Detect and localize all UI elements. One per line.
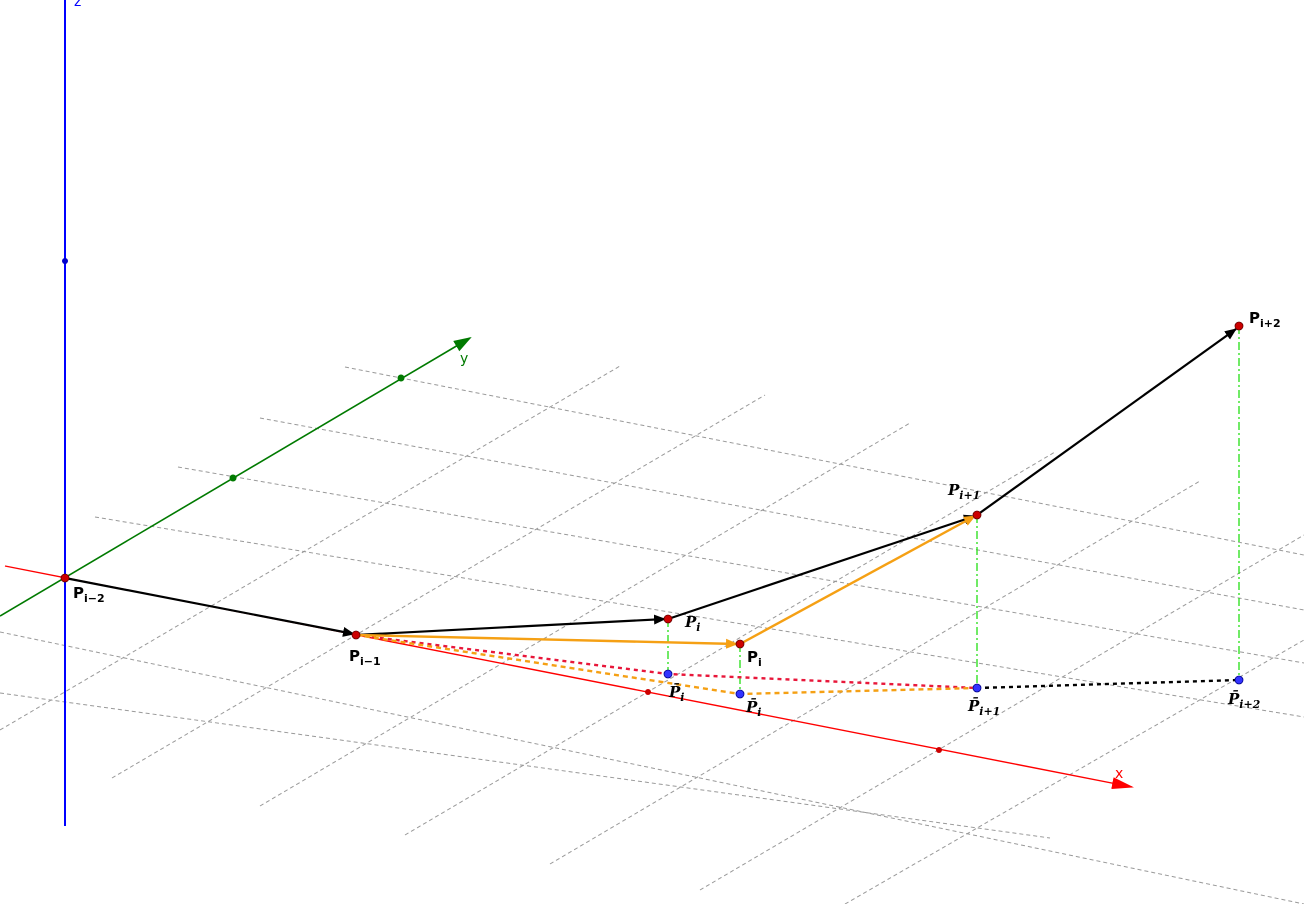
grid-line	[259, 422, 911, 807]
grid-line	[344, 366, 1304, 556]
point-p-ip1	[972, 510, 982, 520]
grid-line	[259, 417, 1304, 611]
label-p-i-new: Pi	[747, 648, 762, 669]
grid-line	[177, 466, 1304, 664]
x-axis-tick	[645, 689, 651, 695]
black-dotted-path	[976, 678, 1240, 690]
projected-paths	[355, 633, 1240, 696]
label-p-ip2: Pi+2	[1249, 309, 1281, 330]
grid-line	[549, 480, 1201, 865]
vector-pi-old-pip1	[667, 514, 976, 621]
point-pbar-i-new	[735, 689, 745, 699]
label-p-i-old: Pi	[684, 613, 700, 634]
point-p-im2	[60, 573, 70, 583]
y-axis-tick	[229, 474, 237, 482]
point-p-i-old	[663, 614, 673, 624]
label-pbar-ip2: P̄i+2	[1227, 689, 1261, 711]
y-axis-tick	[397, 374, 405, 382]
axes: z y x	[0, 0, 1134, 826]
grid-line	[844, 639, 1304, 904]
label-p-im1: Pi−1	[349, 647, 381, 668]
grid	[0, 365, 1304, 904]
label-pbar-i-old: P̄i	[668, 682, 684, 704]
x-axis-label: x	[1115, 766, 1123, 782]
z-axis-label: z	[74, 0, 81, 10]
point-pbar-i-old	[663, 669, 673, 679]
vector-pip1-pip2	[976, 328, 1237, 516]
point-pbar-ip1	[972, 683, 982, 693]
vector-pi-new-pip1	[739, 514, 976, 646]
vector-pim1-pi-new	[355, 633, 738, 649]
x-axis-tick	[936, 747, 942, 753]
vector-pim2-pim1	[64, 576, 355, 637]
point-p-im1	[351, 630, 361, 640]
vectors	[64, 328, 1237, 649]
z-axis-tick	[62, 258, 68, 264]
point-pbar-ip2	[1234, 675, 1244, 685]
grid-line	[0, 692, 1051, 839]
grid-line	[111, 394, 766, 779]
projection-lines	[667, 326, 1240, 694]
grid-line	[0, 631, 1304, 904]
grid-line	[699, 534, 1304, 891]
label-pbar-i-new: P̄i	[745, 697, 761, 719]
label-p-im2: Pi−2	[73, 584, 105, 605]
y-axis-label: y	[460, 351, 468, 367]
points	[60, 321, 1244, 699]
point-p-ip2	[1234, 321, 1244, 331]
grid-line	[94, 516, 1304, 718]
orange-dotted-path	[355, 633, 978, 696]
label-pbar-ip1: P̄i+1	[967, 696, 1000, 718]
label-p-ip1: Pi+1	[947, 481, 980, 502]
point-labels: Pi−2 Pi−1 Pi Pi Pi+1 Pi+2 P̄i P̄i P̄i+1 …	[73, 309, 1281, 719]
point-p-i-new	[735, 639, 745, 649]
vector-pim1-pi-old	[355, 614, 666, 637]
grid-line	[0, 365, 621, 731]
